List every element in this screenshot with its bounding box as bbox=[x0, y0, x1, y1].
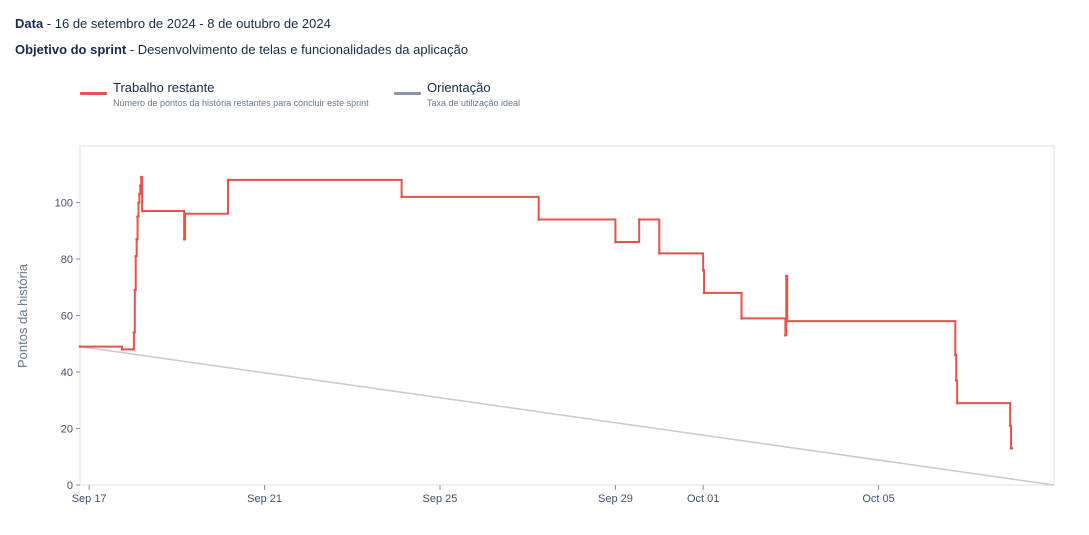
x-tick-label: Oct 01 bbox=[687, 493, 719, 505]
remaining-work-point[interactable] bbox=[740, 317, 743, 320]
remaining-work-point[interactable] bbox=[537, 218, 540, 221]
remaining-work-point[interactable] bbox=[137, 201, 140, 204]
date-value: 16 de setembro de 2024 - 8 de outubro de… bbox=[54, 16, 331, 31]
legend-title-guideline: Orientação bbox=[427, 80, 491, 95]
remaining-work-point[interactable] bbox=[226, 178, 230, 182]
remaining-work-point[interactable] bbox=[183, 212, 187, 216]
remaining-work-point[interactable] bbox=[701, 269, 705, 272]
remaining-work-point[interactable] bbox=[954, 379, 958, 382]
legend-subtitle-remaining: Número de pontos da história restantes p… bbox=[113, 98, 369, 108]
x-tick-label: Oct 05 bbox=[862, 493, 894, 505]
remaining-work-point[interactable] bbox=[784, 274, 788, 278]
legend-subtitle-guideline: Taxa de utilização ideal bbox=[427, 98, 521, 108]
plot-frame bbox=[79, 145, 1055, 486]
remaining-work-point[interactable] bbox=[135, 237, 138, 241]
remaining-work-point[interactable] bbox=[785, 319, 789, 323]
remaining-work-point[interactable] bbox=[182, 237, 186, 241]
remaining-work-point[interactable] bbox=[954, 353, 957, 357]
remaining-work-point[interactable] bbox=[400, 195, 403, 199]
y-tick-label: 80 bbox=[61, 254, 73, 266]
remaining-work-point[interactable] bbox=[1010, 446, 1014, 450]
remaining-work-point[interactable] bbox=[140, 209, 144, 213]
goal-label: Objetivo do sprint bbox=[15, 42, 127, 57]
remaining-work-point[interactable] bbox=[138, 192, 141, 196]
x-tick-label: Sep 29 bbox=[598, 493, 633, 505]
series-layer bbox=[78, 175, 1055, 486]
remaining-work-point[interactable] bbox=[120, 348, 124, 351]
sprint-date-row: Data - 16 de setembro de 2024 - 8 de out… bbox=[15, 16, 331, 31]
y-axis: 0 20 40 60 80 100 bbox=[55, 198, 80, 492]
sprint-goal-row: Objetivo do sprint - Desenvolvimento de … bbox=[15, 42, 468, 57]
y-axis-label: Pontos da história bbox=[15, 263, 30, 368]
remaining-work-point[interactable] bbox=[614, 240, 617, 244]
date-label: Data bbox=[15, 16, 44, 31]
legend-swatch-guideline bbox=[394, 92, 421, 95]
remaining-work-point[interactable] bbox=[134, 254, 138, 258]
remaining-work-point[interactable] bbox=[955, 401, 959, 405]
y-tick-label: 40 bbox=[61, 367, 73, 379]
legend-title-remaining: Trabalho restante bbox=[113, 80, 215, 95]
y-tick-label: 0 bbox=[67, 480, 73, 492]
remaining-work-point[interactable] bbox=[132, 331, 136, 334]
x-axis: Sep 17 Sep 21 Sep 25 Sep 29 Oct 01 Oct 05 bbox=[72, 485, 895, 505]
goal-separator: - bbox=[126, 42, 138, 57]
x-tick-label: Sep 17 bbox=[72, 493, 107, 505]
remaining-work-point[interactable] bbox=[78, 345, 82, 348]
goal-value: Desenvolvimento de telas e funcionalidad… bbox=[137, 42, 469, 57]
remaining-work-point[interactable] bbox=[637, 218, 641, 221]
legend-swatch-remaining bbox=[80, 92, 107, 95]
remaining-work-line bbox=[80, 176, 1013, 450]
date-separator: - bbox=[43, 16, 55, 31]
remaining-work-point[interactable] bbox=[657, 252, 661, 255]
x-tick-label: Sep 21 bbox=[247, 493, 282, 505]
remaining-work-point[interactable] bbox=[1008, 424, 1012, 427]
remaining-work-point[interactable] bbox=[131, 348, 135, 351]
y-tick-label: 100 bbox=[55, 198, 73, 210]
guideline-line bbox=[79, 345, 1055, 486]
remaining-work-point[interactable] bbox=[133, 288, 137, 292]
remaining-work-point[interactable] bbox=[784, 333, 787, 337]
y-tick-label: 60 bbox=[61, 311, 73, 323]
remaining-work-point[interactable] bbox=[139, 175, 143, 179]
remaining-work-point[interactable] bbox=[702, 291, 706, 295]
remaining-work-point[interactable] bbox=[136, 215, 139, 218]
x-tick-label: Sep 25 bbox=[423, 493, 458, 505]
remaining-work-point[interactable] bbox=[139, 184, 142, 187]
y-tick-label: 20 bbox=[61, 424, 73, 436]
